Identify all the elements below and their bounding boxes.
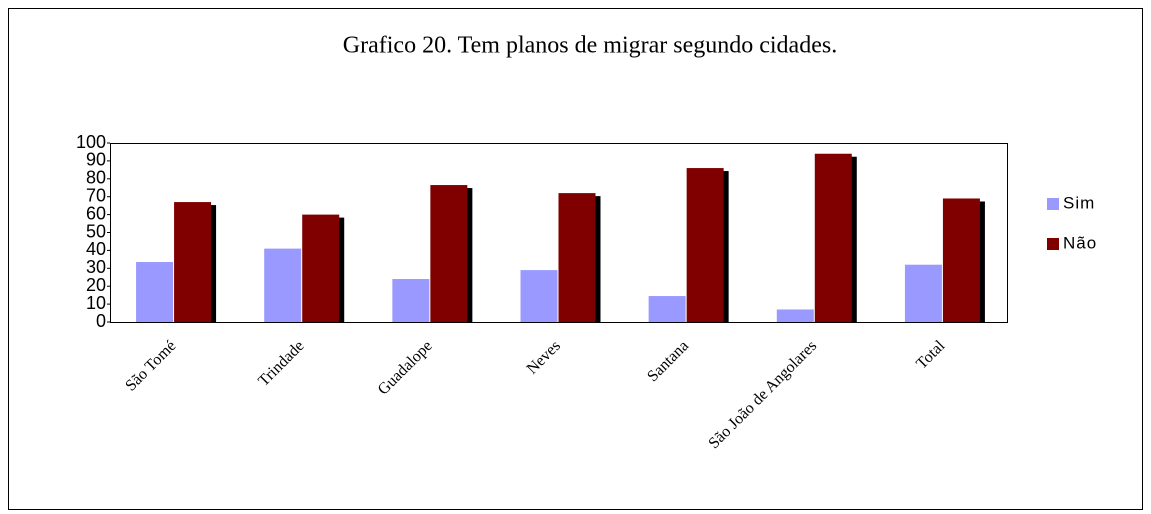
y-tick-label: 20 bbox=[86, 275, 106, 295]
y-tick-label: 50 bbox=[86, 221, 106, 241]
bar bbox=[814, 153, 852, 322]
y-tick-label: 60 bbox=[86, 203, 106, 223]
bar bbox=[686, 168, 724, 322]
y-tick-label: 100 bbox=[76, 132, 106, 152]
bar bbox=[392, 279, 430, 322]
bar bbox=[558, 193, 596, 322]
bar bbox=[430, 185, 468, 322]
bar bbox=[520, 270, 558, 322]
legend-swatch bbox=[1047, 238, 1059, 250]
bar bbox=[648, 296, 686, 322]
y-tick-label: 40 bbox=[86, 239, 106, 259]
bar bbox=[942, 198, 980, 322]
bar bbox=[904, 264, 942, 322]
y-tick-label: 70 bbox=[86, 185, 106, 205]
y-tick-label: 90 bbox=[86, 150, 106, 170]
bar bbox=[264, 248, 302, 322]
plot-area bbox=[110, 143, 1008, 323]
y-tick-label: 30 bbox=[86, 257, 106, 277]
bar bbox=[174, 202, 212, 322]
bar bbox=[136, 262, 174, 322]
y-tick-label: 0 bbox=[96, 311, 106, 331]
legend-label: Sim bbox=[1063, 193, 1095, 212]
bar bbox=[302, 214, 340, 322]
legend-swatch bbox=[1047, 198, 1059, 210]
legend-label: Não bbox=[1063, 233, 1097, 252]
chart-title: Grafico 20. Tem planos de migrar segundo… bbox=[343, 33, 837, 59]
y-tick-label: 10 bbox=[86, 293, 106, 313]
y-tick-label: 80 bbox=[86, 168, 106, 188]
bar bbox=[776, 309, 814, 322]
